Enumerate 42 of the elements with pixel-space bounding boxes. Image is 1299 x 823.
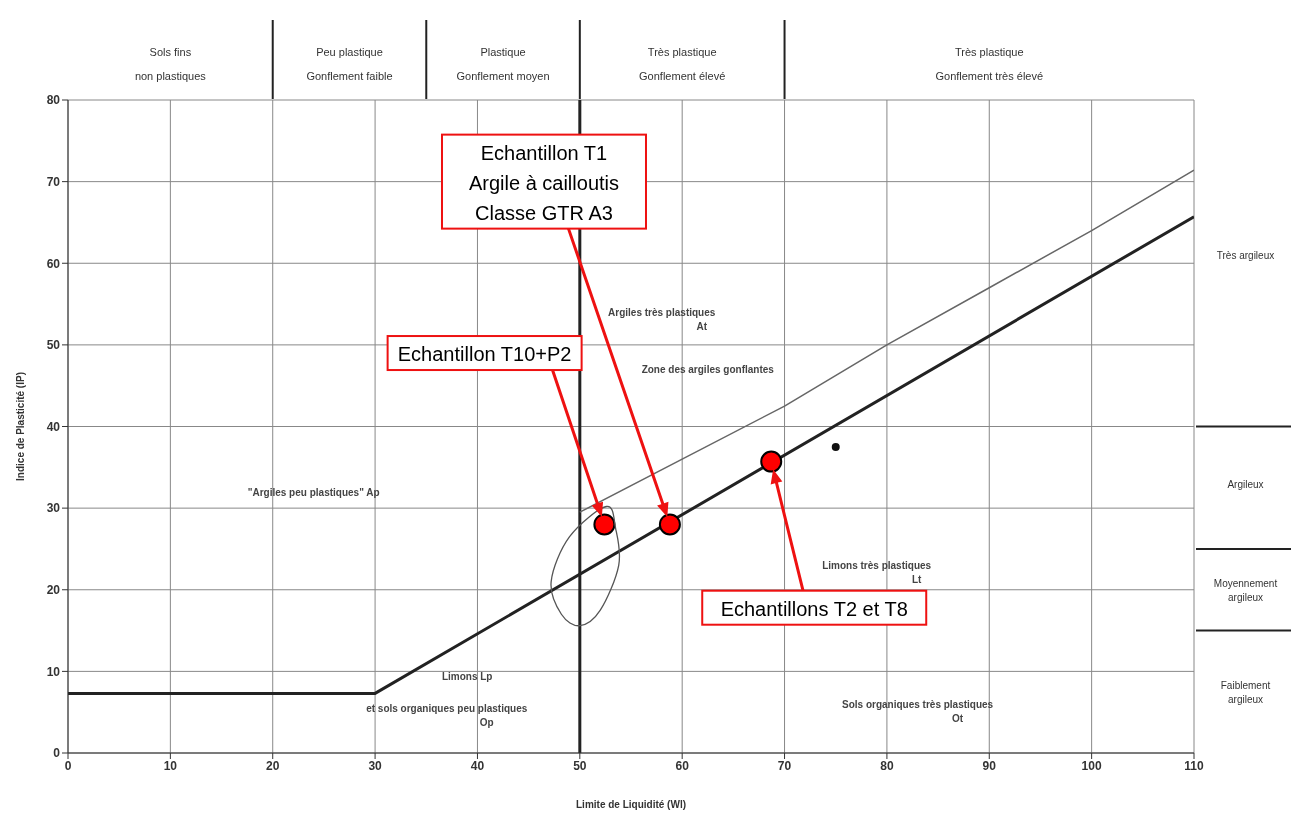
y-tick-label: 80	[46, 93, 61, 108]
y-tick-label: 0	[53, 746, 61, 761]
y-tick-label: 20	[46, 583, 61, 598]
annotation: Echantillons T2 et T8	[720, 597, 908, 620]
y-tick-label: 30	[46, 501, 61, 516]
annotation: et sols organiques peu plastiques Op	[366, 703, 528, 729]
x-tick-label: 30	[368, 758, 383, 773]
text: Plastique Gonflement moyen	[456, 46, 550, 82]
x-tick-label: 40	[470, 758, 485, 773]
annotation: "Argiles peu plastiques" Ap	[247, 486, 380, 498]
text: Faiblement argileux	[1220, 679, 1271, 705]
x-tick-label: 50	[573, 758, 587, 773]
y-axis-title: Indice de Plasticité (IP)	[14, 372, 26, 481]
y-tick-label: 70	[46, 174, 61, 189]
annotation: Sols organiques très plastiques Ot	[842, 699, 994, 725]
annotation: Argiles très plastiques At	[608, 307, 716, 333]
x-tick-label: 60	[675, 758, 690, 773]
text: Moyennement argileux	[1213, 577, 1278, 603]
annotation: Zone des argiles gonflantes	[641, 364, 775, 376]
y-tick-label: 50	[46, 338, 61, 353]
x-axis-title: Limite de Liquidité (Wl)	[576, 799, 686, 810]
text: Sols fins non plastiques	[134, 46, 207, 82]
text: Très plastique Gonflement élevé	[639, 46, 726, 82]
text: Très plastique Gonflement très élevé	[935, 46, 1044, 82]
annotation: Limons très plastiques Lt	[822, 560, 932, 586]
text: Peu plastique Gonflement faible	[306, 46, 393, 82]
text: Très argileux	[1216, 250, 1275, 262]
x-tick-label: 20	[266, 758, 280, 773]
x-tick-label: 70	[777, 758, 792, 773]
x-tick-label: 10	[163, 758, 178, 773]
x-tick-label: 80	[880, 758, 894, 773]
annotation: Limons Lp	[441, 670, 493, 682]
annotation: Echantillon T1 Argile à cailloutis Classe GTR A3	[468, 141, 620, 224]
x-tick-label: 0	[64, 758, 72, 773]
y-tick-label: 40	[46, 419, 61, 434]
x-tick-label: 110	[1184, 758, 1205, 773]
x-tick-label: 90	[982, 758, 997, 773]
y-tick-label: 60	[46, 256, 61, 271]
y-tick-label: 10	[46, 664, 61, 679]
x-tick-label: 100	[1081, 758, 1102, 773]
annotation: Echantillon T10+P2	[397, 343, 572, 366]
text: Argileux	[1227, 478, 1264, 490]
